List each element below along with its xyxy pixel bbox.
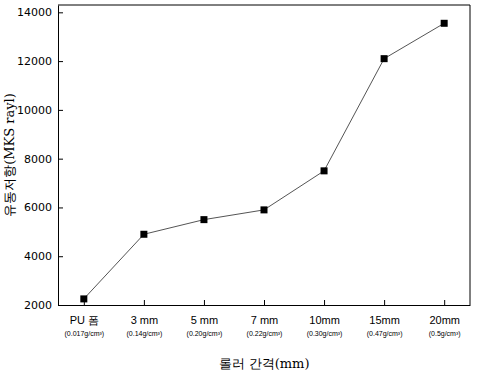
y-tick-label: 2000 bbox=[24, 299, 52, 312]
x-tick-label-line: 15mm bbox=[369, 314, 400, 326]
y-tick-label: 12000 bbox=[17, 55, 52, 68]
x-tick-mark bbox=[444, 300, 445, 305]
marker bbox=[321, 167, 328, 174]
x-tick-label-line: 3 mm bbox=[131, 314, 159, 326]
y-axis-line bbox=[58, 6, 59, 306]
y-tick: 6000 bbox=[24, 201, 63, 214]
x-tick-label: 7 mm (0.22g/cm³) bbox=[247, 314, 283, 338]
x-tick-label-line: (0.22g/cm³) bbox=[247, 330, 283, 338]
x-axis: PU 폼 (0.017g/cm³) 3 mm (0.14g/cm³) 5 mm (0.20… bbox=[59, 300, 471, 338]
plot: 2000 4000 6000 8000 10000 12000 14000 PU 폼 (0.01… bbox=[17, 5, 471, 338]
marker bbox=[441, 20, 448, 27]
y-tick: 4000 bbox=[24, 250, 63, 263]
y-tick-mark bbox=[58, 110, 63, 111]
marker bbox=[261, 206, 268, 213]
x-tick-mark bbox=[204, 300, 205, 305]
chart: 2000 4000 6000 8000 10000 12000 14000 PU 폼 (0.01… bbox=[0, 0, 478, 374]
x-tick-label-line: (0.20g/cm³) bbox=[187, 330, 223, 338]
x-tick-label-line: 7 mm bbox=[251, 314, 279, 326]
x-tick: 20mm (0.5g/cm³) bbox=[429, 300, 461, 338]
x-tick-label: 20mm (0.5g/cm³) bbox=[429, 314, 461, 338]
y-tick-mark bbox=[58, 207, 63, 208]
y-tick-label: 10000 bbox=[17, 104, 52, 117]
y-tick-mark bbox=[58, 256, 63, 257]
frame-top bbox=[58, 5, 470, 6]
y-tick: 2000 bbox=[24, 299, 63, 312]
x-tick-mark bbox=[144, 300, 145, 305]
x-axis-line bbox=[59, 305, 471, 306]
x-tick-label-line: 10mm bbox=[309, 314, 340, 326]
x-tick-label: 10mm (0.30g/cm³) bbox=[307, 314, 343, 338]
x-tick-label: 3 mm (0.14g/cm³) bbox=[126, 314, 162, 338]
x-tick-label-line: 5 mm bbox=[191, 314, 219, 326]
x-tick: PU 폼 (0.017g/cm³) bbox=[64, 300, 104, 338]
marker bbox=[200, 216, 207, 223]
x-tick-label: 15mm (0.47g/cm³) bbox=[367, 314, 403, 338]
x-tick-label-line: (0.30g/cm³) bbox=[307, 330, 343, 338]
y-tick: 14000 bbox=[17, 6, 63, 19]
y-tick-label: 6000 bbox=[24, 201, 52, 214]
x-tick: 15mm (0.47g/cm³) bbox=[367, 300, 403, 338]
series bbox=[80, 20, 447, 303]
y-tick: 8000 bbox=[24, 153, 63, 166]
x-tick: 7 mm (0.22g/cm³) bbox=[247, 300, 283, 338]
y-axis: 2000 4000 6000 8000 10000 12000 14000 bbox=[17, 6, 63, 313]
y-tick-label: 14000 bbox=[17, 6, 52, 19]
y-tick-mark bbox=[58, 159, 63, 160]
x-tick: 3 mm (0.14g/cm³) bbox=[126, 300, 162, 338]
x-tick-label: 5 mm (0.20g/cm³) bbox=[187, 314, 223, 338]
x-tick: 10mm (0.30g/cm³) bbox=[307, 300, 343, 338]
y-axis-title: 유동저항(MKS rayl) bbox=[2, 93, 17, 217]
x-tick-label: PU 폼 (0.017g/cm³) bbox=[64, 314, 104, 338]
y-tick: 12000 bbox=[17, 55, 63, 68]
marker bbox=[80, 295, 87, 302]
y-tick-mark bbox=[58, 12, 63, 13]
x-tick: 5 mm (0.20g/cm³) bbox=[187, 300, 223, 338]
x-tick-mark bbox=[264, 300, 265, 305]
x-tick-label-line: (0.47g/cm³) bbox=[367, 330, 403, 338]
x-tick-mark bbox=[384, 300, 385, 305]
marker bbox=[140, 231, 147, 238]
x-tick-mark bbox=[324, 300, 325, 305]
x-tick-label-line: (0.14g/cm³) bbox=[126, 330, 162, 338]
x-tick-label-line: PU 폼 bbox=[70, 314, 99, 326]
marker bbox=[381, 55, 388, 62]
line bbox=[84, 23, 444, 299]
x-axis-title: 롤러 간격(mm) bbox=[219, 356, 310, 371]
x-tick-label-line: 20mm bbox=[429, 314, 460, 326]
y-tick-label: 8000 bbox=[24, 153, 52, 166]
y-tick-mark bbox=[58, 61, 63, 62]
x-tick-label-line: (0.5g/cm³) bbox=[429, 330, 461, 338]
y-tick: 10000 bbox=[17, 104, 63, 117]
x-tick-label-line: (0.017g/cm³) bbox=[64, 330, 104, 338]
y-tick-label: 4000 bbox=[24, 250, 52, 263]
frame-right bbox=[470, 5, 471, 305]
